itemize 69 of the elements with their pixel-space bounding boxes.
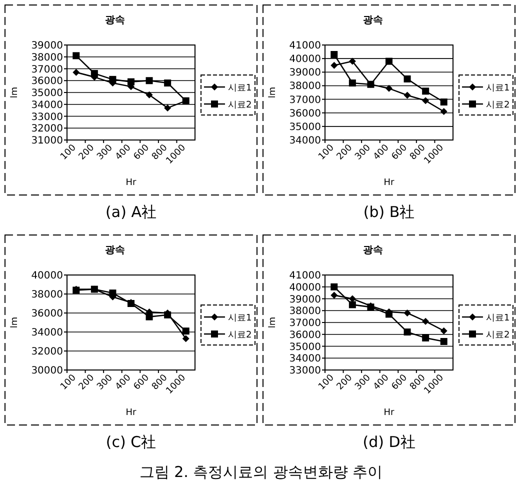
y-tick-label: 37000	[31, 64, 63, 76]
y-tick-label: 40000	[31, 270, 63, 282]
y-tick-label: 38000	[31, 290, 63, 300]
x-axis-title: Hr	[126, 408, 137, 418]
x-axis-title: Hr	[126, 178, 137, 188]
text: (a) A社	[106, 203, 156, 221]
chart-title: 광속	[363, 245, 383, 256]
y-tick-label: 36000	[289, 108, 321, 120]
x-tick-label: 400	[372, 372, 392, 392]
legend-label: 시료1	[228, 314, 252, 324]
x-tick-label: 400	[372, 142, 392, 162]
x-tick-label: 200	[335, 142, 355, 162]
y-axis-title: lm	[10, 86, 20, 98]
x-tick-label: 600	[390, 372, 410, 392]
y-tick-label: 36000	[289, 330, 321, 341]
x-tick-label: 200	[77, 142, 97, 162]
x-tick-label: 400	[114, 142, 134, 162]
y-tick-label: 41000	[289, 40, 321, 52]
x-axis-title: Hr	[384, 178, 395, 188]
y-tick-label: 35000	[289, 342, 321, 353]
x-tick-label: 400	[114, 372, 134, 392]
legend-label: 시료2	[228, 330, 252, 340]
y-tick-label: 38000	[289, 306, 321, 318]
legend-label: 시료1	[228, 84, 252, 94]
y-axis-title: lm	[10, 316, 20, 328]
y-tick-label: 33000	[31, 112, 63, 123]
y-tick-label: 37000	[289, 318, 321, 329]
x-tick-label: 300	[96, 142, 116, 162]
legend-label: 시료1	[486, 314, 510, 324]
y-axis-title: lm	[268, 86, 278, 98]
y-tick-label: 36000	[31, 308, 63, 320]
text: (c) C社	[106, 433, 156, 451]
y-tick-label: 34000	[289, 354, 321, 365]
chart-title: 광속	[363, 15, 383, 26]
caption: 그림 2. 측정시료의 광속변화량 추이	[139, 463, 383, 481]
y-tick-label: 39000	[289, 68, 321, 79]
legend-label: 시료2	[486, 100, 510, 110]
chart-title: 광속	[105, 245, 125, 256]
y-tick-label: 39000	[289, 294, 321, 306]
x-axis-title: Hr	[384, 408, 395, 418]
x-tick-label: 200	[335, 372, 355, 392]
legend-label: 시료2	[228, 100, 252, 110]
x-tick-label: 200	[77, 372, 97, 392]
y-tick-label: 40000	[289, 282, 321, 294]
x-tick-label: 600	[132, 142, 152, 162]
y-tick-label: 34000	[31, 328, 63, 338]
y-tick-label: 34000	[31, 100, 63, 111]
text: (b) B社	[363, 203, 415, 221]
x-tick-label: 300	[96, 372, 116, 392]
y-tick-label: 35000	[31, 88, 63, 99]
x-tick-label: 600	[390, 142, 410, 162]
x-tick-label: 600	[132, 372, 152, 392]
y-tick-label: 40000	[289, 54, 321, 66]
chart-title: 광속	[105, 15, 125, 26]
y-tick-label: 38000	[31, 52, 63, 64]
y-axis-title: lm	[268, 316, 278, 328]
y-tick-label: 38000	[289, 81, 321, 92]
y-tick-label: 32000	[31, 124, 63, 135]
x-tick-label: 300	[354, 142, 374, 162]
y-tick-label: 32000	[31, 346, 63, 358]
y-tick-label: 39000	[31, 40, 63, 52]
x-tick-label: 300	[354, 372, 374, 392]
y-tick-label: 37000	[289, 94, 321, 106]
text: (d) D社	[362, 433, 416, 451]
y-tick-label: 35000	[289, 122, 321, 133]
y-tick-label: 41000	[289, 270, 321, 282]
y-tick-label: 36000	[31, 76, 63, 88]
legend-label: 시료1	[486, 84, 510, 94]
legend-label: 시료2	[486, 330, 510, 340]
